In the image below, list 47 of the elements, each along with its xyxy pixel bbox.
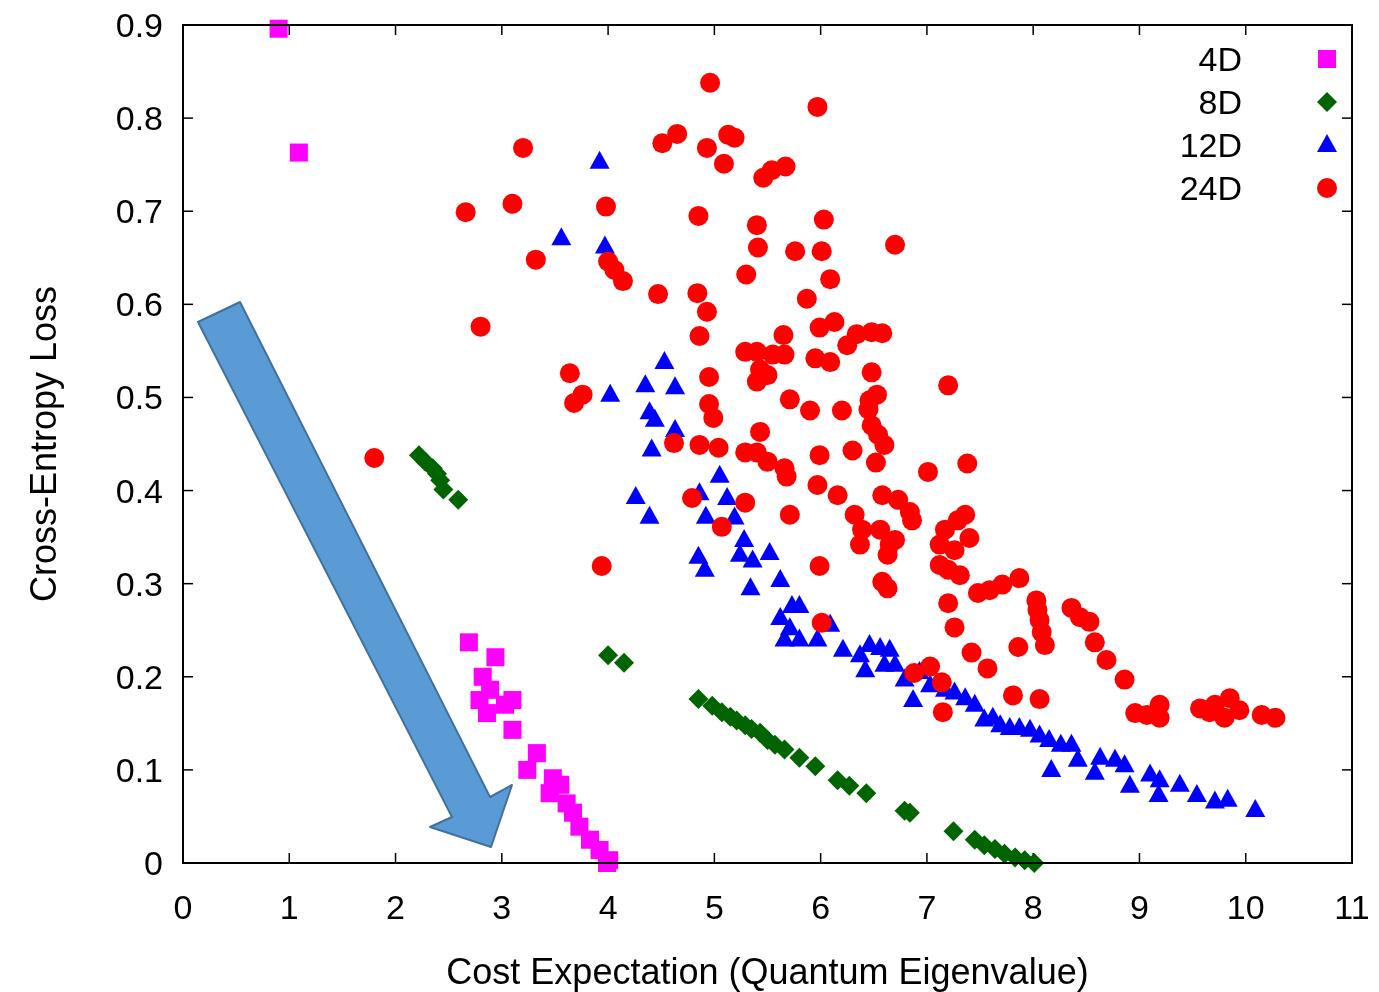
- legend-label: 8D: [1198, 83, 1242, 121]
- x-tick-label: 8: [1023, 888, 1043, 926]
- legend-label: 24D: [1179, 169, 1242, 207]
- x-tick-label: 5: [704, 888, 724, 926]
- x-tick-label: 4: [598, 888, 618, 926]
- point: [503, 720, 522, 739]
- point: [486, 648, 505, 667]
- point: [839, 775, 860, 796]
- x-tick-label: 10: [1226, 888, 1265, 926]
- point: [527, 744, 546, 763]
- point: [614, 652, 635, 673]
- point: [789, 747, 810, 768]
- y-tick-label: 0.2: [115, 657, 163, 696]
- point: [688, 689, 709, 710]
- x-tick-label: 2: [386, 888, 406, 926]
- y-tick-label: 0.9: [115, 6, 163, 44]
- point: [856, 783, 877, 804]
- x-tick-label: 9: [1129, 888, 1149, 926]
- legend-label: 4D: [1198, 40, 1242, 78]
- legend-label: 12D: [1179, 126, 1242, 164]
- y-tick-label: 0.3: [115, 564, 163, 603]
- point: [598, 645, 619, 666]
- y-tick-label: 0: [144, 844, 163, 882]
- point: [943, 821, 964, 842]
- point: [518, 760, 537, 779]
- x-tick-label: 0: [173, 888, 193, 926]
- point: [477, 704, 496, 723]
- x-axis-title: Cost Expectation (Quantum Eigenvalue): [446, 951, 1089, 992]
- point: [774, 739, 795, 760]
- x-tick-label: 11: [1334, 888, 1370, 926]
- y-tick-label: 0.1: [115, 750, 163, 789]
- point: [496, 695, 515, 714]
- x-tick-label: 3: [492, 888, 512, 926]
- point: [289, 143, 308, 162]
- y-tick-label: 0.8: [115, 99, 163, 138]
- point: [448, 489, 469, 510]
- x-tick-label: 1: [279, 888, 299, 926]
- point: [805, 756, 826, 777]
- x-tick-label: 6: [811, 888, 831, 926]
- y-tick-label: 0.5: [115, 378, 163, 417]
- x-tick-label: 7: [917, 888, 937, 926]
- y-axis-title: Cross-Entropy Loss: [23, 285, 64, 603]
- y-tick-label: 0.7: [115, 192, 163, 231]
- point: [459, 633, 478, 652]
- point: [827, 770, 848, 791]
- y-tick-label: 0.6: [115, 285, 163, 324]
- y-tick-label: 0.4: [115, 471, 163, 510]
